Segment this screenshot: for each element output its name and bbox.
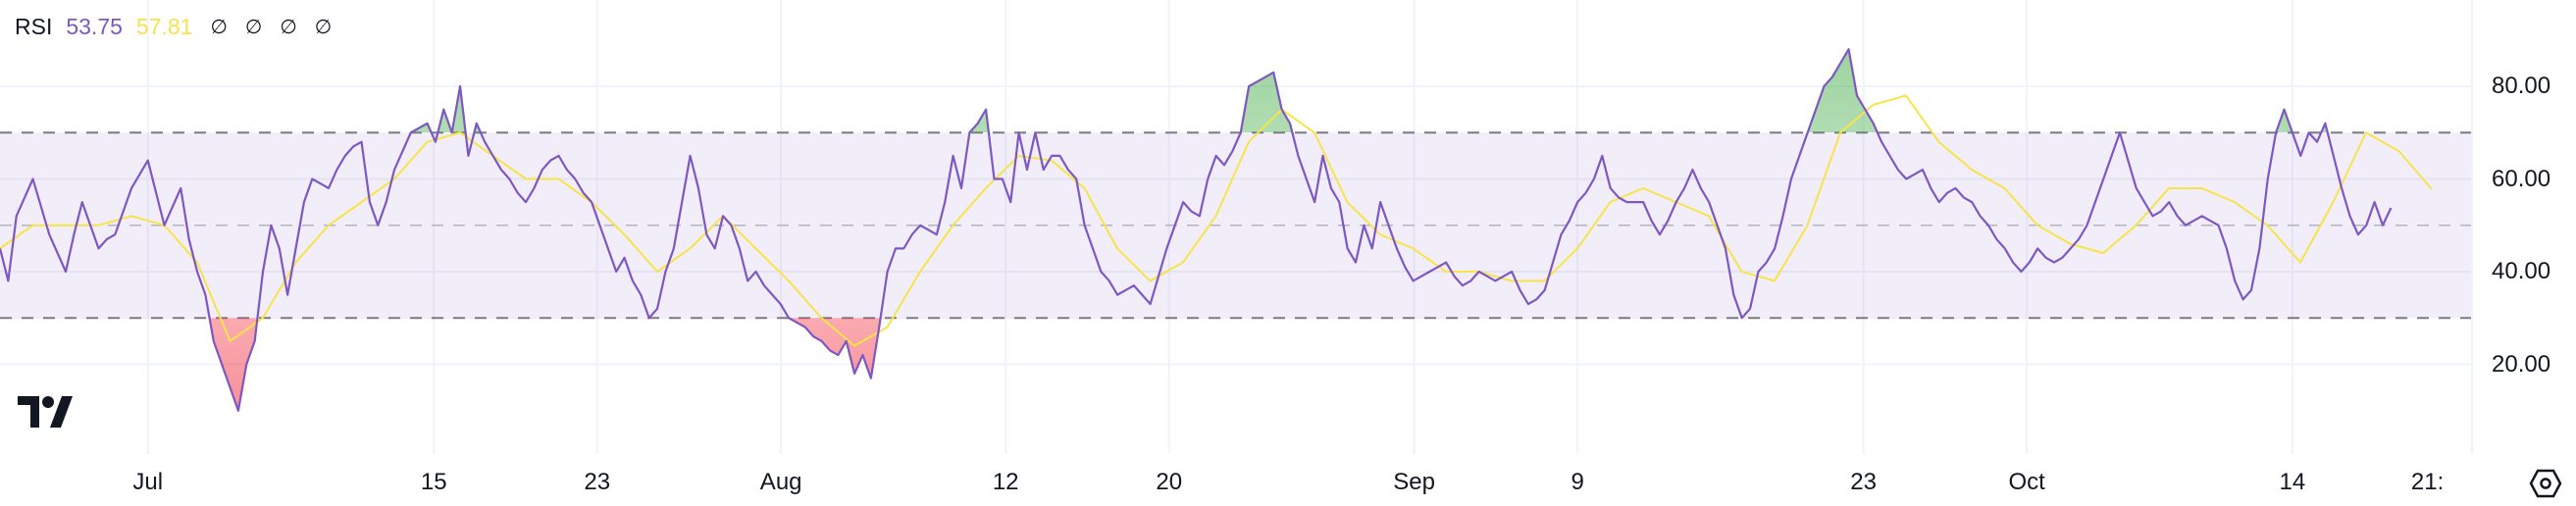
ma-value: 57.81 bbox=[135, 14, 193, 39]
x-tick-label: 14 bbox=[2279, 469, 2306, 495]
x-tick-label: 12 bbox=[992, 469, 1019, 495]
x-tick-label: Aug bbox=[759, 469, 802, 495]
tradingview-logo[interactable] bbox=[18, 394, 80, 434]
x-tick-label: 21: bbox=[2410, 469, 2445, 495]
na-value: ∅ bbox=[244, 17, 263, 38]
y-tick-label: 20.00 bbox=[2492, 350, 2551, 378]
indicator-legend[interactable]: RSI 53.75 57.81 ∅ ∅ ∅ ∅ bbox=[15, 14, 332, 40]
y-tick-label: 80.00 bbox=[2492, 73, 2551, 99]
x-tick-label: 23 bbox=[1850, 469, 1877, 495]
rsi-value: 53.75 bbox=[66, 14, 123, 39]
rsi-ma-line bbox=[0, 94, 2433, 347]
settings-hex-icon[interactable] bbox=[2529, 469, 2562, 503]
x-tick-label: 20 bbox=[1156, 469, 1183, 495]
na-value: ∅ bbox=[280, 17, 297, 38]
overbought-fill bbox=[411, 49, 2328, 132]
na-value: ∅ bbox=[314, 17, 333, 38]
x-tick-label: 23 bbox=[584, 469, 611, 495]
indicator-name: RSI bbox=[15, 14, 53, 39]
y-tick-label: 40.00 bbox=[2492, 258, 2551, 284]
grid bbox=[0, 0, 2472, 454]
x-tick-label: 15 bbox=[420, 469, 447, 495]
na-value: ∅ bbox=[210, 17, 228, 38]
x-tick-label: Oct bbox=[2008, 469, 2045, 495]
x-tick-label: Jul bbox=[132, 469, 164, 495]
y-tick-label: 60.00 bbox=[2492, 165, 2551, 192]
rsi-line bbox=[0, 48, 2393, 412]
x-tick-label: Sep bbox=[1393, 469, 1435, 495]
x-tick-label: 9 bbox=[1571, 469, 1584, 495]
